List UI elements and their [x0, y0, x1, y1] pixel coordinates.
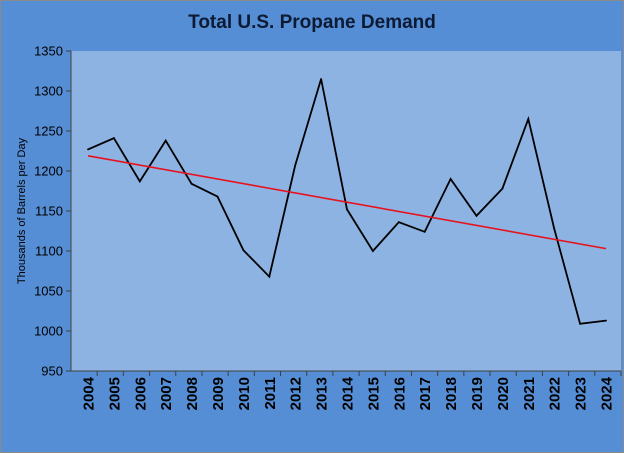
plot-area	[71, 51, 621, 371]
x-tick-label: 2006	[132, 377, 149, 410]
y-axis-label: Thousands of Barrels per Day	[16, 137, 28, 284]
x-tick-label: 2018	[443, 377, 460, 410]
data-point	[216, 195, 219, 198]
y-tick-label: 1200	[34, 164, 63, 179]
data-point	[268, 275, 271, 278]
data-point	[449, 178, 452, 180]
x-tick-label: 2014	[340, 376, 357, 410]
data-point	[475, 214, 478, 217]
series-group	[87, 78, 607, 325]
data-point	[294, 164, 297, 167]
trend-line	[87, 155, 607, 250]
x-tick-label: 2021	[521, 377, 538, 410]
y-axis-ticks: 950 1000 1050 1100 1150 1200 1250 1300 1350	[34, 44, 71, 379]
data-point	[423, 230, 426, 233]
x-tick-label: 2009	[210, 377, 227, 410]
y-tick-label: 1150	[35, 204, 63, 219]
y-tick-label: 1050	[34, 284, 63, 299]
data-point	[242, 249, 245, 252]
x-tick-label: 2005	[106, 377, 123, 410]
y-tick-label: 1300	[34, 84, 63, 99]
data-point	[501, 187, 504, 190]
data-point	[605, 319, 607, 322]
data-point	[87, 148, 89, 151]
data-point	[346, 208, 348, 211]
data-point	[320, 78, 322, 80]
x-tick-label: 2023	[573, 377, 590, 410]
x-tick-label: 2022	[547, 377, 564, 410]
x-tick-label: 2011	[262, 377, 279, 410]
y-tick-label: 1000	[34, 324, 63, 339]
data-point	[372, 250, 374, 252]
x-tick-label: 2004	[81, 376, 98, 410]
data-point	[579, 322, 581, 325]
data-point	[397, 221, 400, 224]
x-tick-label: 2013	[314, 377, 331, 410]
x-tick-label: 2015	[365, 377, 382, 410]
data-point	[527, 118, 530, 120]
x-tick-label: 2007	[158, 377, 175, 410]
x-tick-label: 2020	[495, 377, 512, 410]
x-tick-label: 2012	[288, 377, 305, 410]
y-tick-label: 1250	[34, 124, 63, 139]
chart-title: Total U.S. Propane Demand	[188, 12, 436, 33]
x-tick-label: 2008	[184, 377, 201, 410]
x-tick-label: 2010	[236, 377, 253, 410]
data-point	[164, 139, 167, 142]
x-tick-label: 2019	[469, 377, 486, 410]
data-point	[553, 227, 556, 230]
y-tick-label: 1100	[35, 244, 63, 259]
data-point	[190, 182, 193, 185]
x-tick-label: 2017	[417, 377, 434, 410]
x-tick-label: 2016	[391, 377, 408, 410]
data-point	[113, 137, 115, 140]
y-tick-label: 950	[41, 364, 63, 379]
x-tick-label: 2024	[599, 376, 616, 410]
y-tick-label: 1350	[34, 44, 63, 59]
x-axis-ticks: 2004 2005 2006 2007 2008 2009 2010 2011 2012 2013…	[81, 371, 622, 410]
data-point	[138, 180, 141, 183]
